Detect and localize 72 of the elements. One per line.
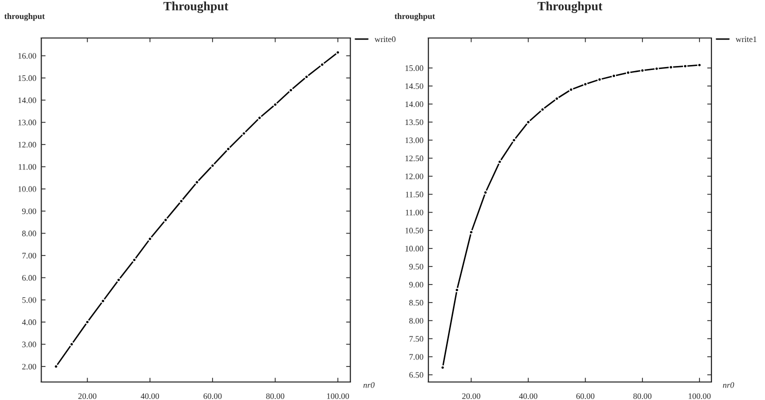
y-tick-label: 8.50: [409, 300, 424, 306]
y-tick-label: 13.50: [406, 119, 424, 126]
point: [69, 342, 74, 347]
x-tick-label: 100.00: [688, 393, 711, 400]
point: [148, 236, 152, 242]
x-tick-label: 60.00: [204, 393, 222, 400]
point: [526, 120, 531, 124]
point: [100, 298, 106, 304]
y-tick-label: 11.50: [406, 192, 424, 198]
y-tick-label: 7.00: [22, 252, 36, 259]
y-tick-label: 8.00: [22, 230, 36, 236]
y-tick-label: 9.50: [409, 264, 424, 270]
x-axis-title: nr0: [363, 382, 375, 388]
point: [512, 138, 516, 142]
y-tick-label: 11.00: [18, 164, 36, 170]
chart-title: Throughput: [163, 2, 228, 13]
y-tick-label: 6.50: [409, 372, 424, 378]
y-tick-label: 9.00: [409, 282, 424, 288]
y-tick-label: 14.00: [18, 97, 36, 104]
x-tick-label: 80.00: [266, 393, 284, 400]
y-axis-title: throughput: [4, 13, 45, 21]
y-tick-label: 9.00: [22, 208, 36, 214]
point: [540, 107, 545, 112]
y-tick-label: 6.00: [22, 275, 36, 281]
y-tick-label: 5.00: [22, 297, 36, 303]
point: [320, 62, 324, 67]
point: [210, 163, 215, 168]
y-tick-label: 10.50: [406, 228, 424, 234]
y-tick-label: 13.00: [18, 120, 36, 126]
y-tick-label: 7.50: [410, 336, 424, 342]
point: [242, 131, 246, 136]
y-tick-label: 7.00: [410, 354, 424, 360]
x-tick-label: 20.00: [462, 393, 480, 400]
y-tick-label: 2.00: [22, 364, 36, 370]
y-tick-label: 12.00: [406, 174, 424, 180]
x-tick-label: 60.00: [576, 393, 594, 400]
point: [85, 320, 90, 324]
y-tick-label: 10.00: [18, 186, 36, 192]
x-tick-label: 20.00: [78, 393, 96, 400]
x-tick-label: 40.00: [140, 393, 160, 400]
y-tick-label: 8.00: [409, 318, 424, 324]
legend-label: write1: [736, 36, 756, 42]
point: [116, 278, 121, 282]
y-tick-label: 14.50: [406, 83, 424, 90]
chart-title: Throughput: [538, 2, 602, 13]
y-tick-label: 14.00: [406, 101, 424, 108]
x-axis-title: nr0: [722, 382, 734, 388]
point: [288, 88, 294, 92]
point: [179, 198, 184, 204]
y-tick-label: 12.50: [406, 156, 424, 162]
point: [226, 146, 231, 152]
point: [304, 74, 309, 80]
x-tick-label: 80.00: [633, 393, 652, 400]
y-tick-label: 4.00: [22, 319, 36, 326]
y-tick-label: 11.00: [406, 210, 424, 216]
point: [272, 102, 278, 107]
point: [554, 96, 560, 101]
y-axis-title: throughput: [394, 13, 436, 21]
y-tick-label: 10.00: [406, 246, 424, 252]
point: [132, 258, 137, 262]
y-tick-label: 15.00: [406, 65, 424, 71]
point: [194, 180, 200, 185]
point: [163, 218, 168, 222]
x-tick-label: 40.00: [519, 393, 538, 400]
y-tick-label: 13.00: [406, 138, 424, 144]
legend-label: write0: [374, 36, 396, 42]
point: [257, 116, 262, 120]
x-tick-label: 100.00: [327, 393, 349, 400]
y-tick-label: 15.00: [18, 75, 36, 81]
y-tick-label: 12.00: [18, 142, 36, 148]
y-tick-label: 16.00: [18, 53, 36, 59]
y-tick-label: 3.00: [22, 342, 36, 348]
